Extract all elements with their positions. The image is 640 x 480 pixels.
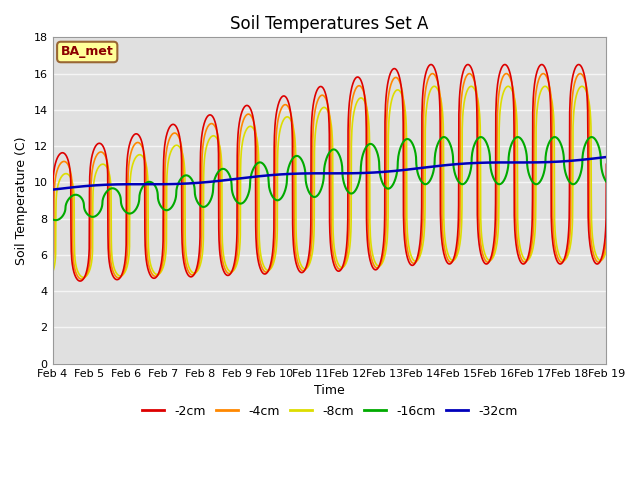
Legend: -2cm, -4cm, -8cm, -16cm, -32cm: -2cm, -4cm, -8cm, -16cm, -32cm [136,400,522,423]
X-axis label: Time: Time [314,384,345,397]
Y-axis label: Soil Temperature (C): Soil Temperature (C) [15,136,28,265]
Text: BA_met: BA_met [61,46,113,59]
Title: Soil Temperatures Set A: Soil Temperatures Set A [230,15,429,33]
